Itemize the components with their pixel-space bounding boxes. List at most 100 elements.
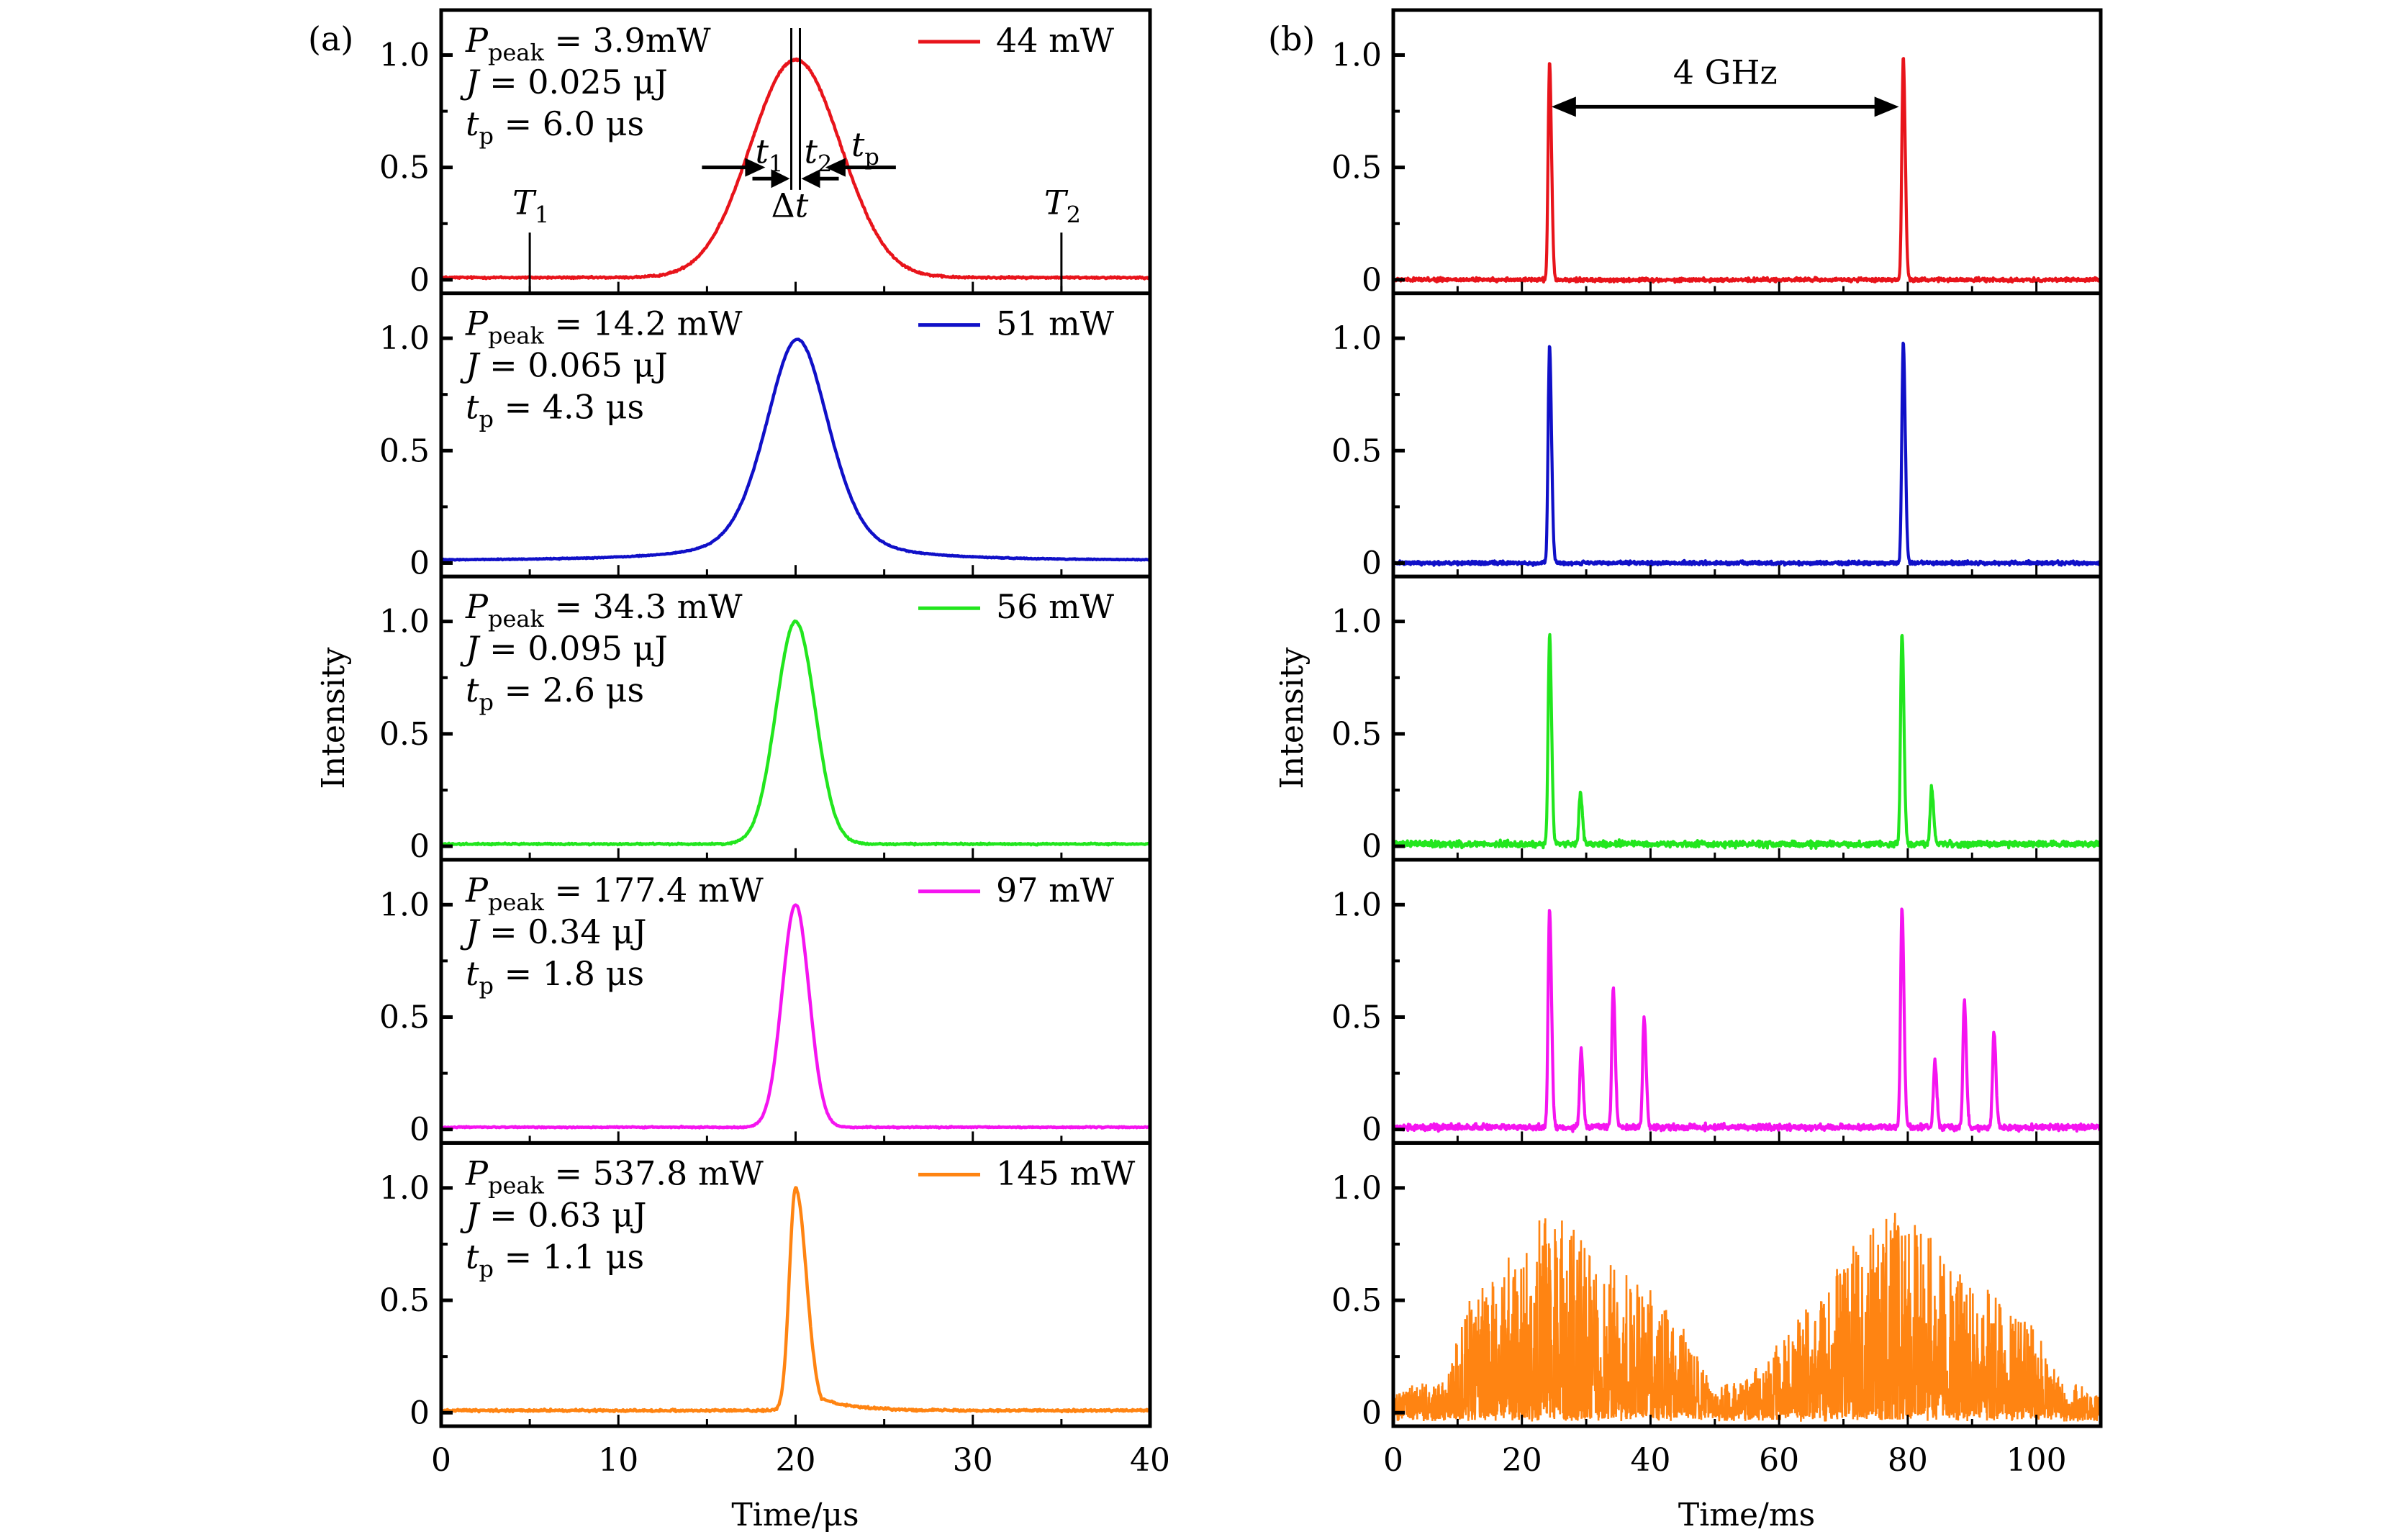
panel-b-xtick-label: 0 <box>1383 1442 1403 1479</box>
panel-b-ytick-label: 0.5 <box>1331 432 1382 469</box>
annotation-peak-power-subscript: peak <box>488 39 545 66</box>
annotation-pulse-energy: J = 0.025 μJ <box>460 63 668 101</box>
panel-b-ytick-label: 0.5 <box>1331 716 1382 753</box>
panel-a-xtick-label: 30 <box>953 1442 993 1479</box>
label-delta-t-symbol: t <box>795 186 809 225</box>
annotation-pulse-width-symbol: t <box>466 671 479 709</box>
annotation-pulse-energy-value: = 0.34 μJ <box>479 912 646 951</box>
pulse-trace <box>440 619 1151 847</box>
panel-b-xtick-label: 20 <box>1502 1442 1542 1479</box>
panel-a-ytick-label: 0.5 <box>379 1282 430 1319</box>
annotation-pulse-energy-symbol: J <box>460 629 481 668</box>
panel-a-ytick-label: 0 <box>409 828 430 865</box>
spectrum-trace <box>1391 907 2103 1133</box>
panel-b-xtick-label: 100 <box>2006 1442 2067 1479</box>
annotation-pulse-width: tp = 6.0 μs <box>466 104 644 150</box>
panel-b-frame <box>1391 1141 2103 1428</box>
panel-a-ytick-label: 0.5 <box>379 150 430 186</box>
panel-a: (a) Intensity Time/μs 0 0.5 1.0 Ppeak = 3.9… <box>308 8 1170 1533</box>
marker-T2-label: T2 <box>1044 183 1081 228</box>
annotation-pulse-width: tp = 2.6 μs <box>466 671 644 716</box>
label-t1: t1 <box>756 132 784 177</box>
annotation-pulse-energy: J = 0.63 μJ <box>460 1195 647 1234</box>
panel-a-xtick-label: 0 <box>431 1442 451 1479</box>
annotation-pulse-width-subscript: p <box>479 972 494 999</box>
panel-b-subplots: 0 0.5 1.0 4 GHz 0 0.5 1.0 0 0.5 1.0 0 0.5 1.0 0 0.5 1.0… <box>1331 8 2103 1479</box>
panel-b-subplot: 0 0.5 1.0 4 GHz <box>1331 8 2103 299</box>
annotation-peak-power-subscript: peak <box>488 605 545 633</box>
label-delta-t: Δt <box>771 186 809 225</box>
annotation-peak-power-subscript: peak <box>488 322 545 350</box>
annotation-pulse-width: tp = 1.8 μs <box>466 954 644 999</box>
marker-subscript: 1 <box>535 201 549 228</box>
label-t1-symbol: t <box>756 132 769 171</box>
panel-b-ytick-label: 0 <box>1362 262 1382 299</box>
panel-b-ytick-label: 1.0 <box>1331 1170 1382 1207</box>
panel-a-xtick-label: 10 <box>598 1442 638 1479</box>
annotation-peak-power: Ppeak = 3.9mW <box>465 21 711 66</box>
panel-b-label: (b) <box>1268 19 1315 58</box>
annotation-peak-power: Ppeak = 177.4 mW <box>465 871 764 916</box>
panel-a-ytick-label: 1.0 <box>379 1170 430 1207</box>
label-tp: tp <box>851 125 879 171</box>
annotation-pulse-width-value: = 4.3 μs <box>494 388 644 427</box>
annotation-peak-power-subscript: peak <box>488 1171 545 1199</box>
pulse-trace <box>440 337 1151 562</box>
annotation-peak-power-subscript: peak <box>488 889 545 916</box>
annotation-pulse-width-value: = 2.6 μs <box>494 671 644 709</box>
annotation-pulse-energy-symbol: J <box>460 346 481 385</box>
panel-a-ytick-label: 0 <box>409 262 430 299</box>
panel-a-xtick-label: 20 <box>776 1442 816 1479</box>
panel-a-ytick-label: 0.5 <box>379 999 430 1035</box>
annotation-pulse-width-value: = 1.8 μs <box>494 954 644 993</box>
panel-b-ytick-label: 0.5 <box>1331 999 1382 1035</box>
annotation-pulse-energy-value: = 0.63 μJ <box>479 1195 646 1234</box>
annotation-pulse-energy-value: = 0.065 μJ <box>479 346 667 385</box>
panel-a-ytick-label: 1.0 <box>379 887 430 923</box>
panel-a-label: (a) <box>308 19 353 58</box>
panel-a-ytick-label: 0 <box>409 1395 430 1431</box>
annotation-pulse-width-value: = 1.1 μs <box>494 1237 644 1276</box>
annotation-peak-power-symbol: P <box>465 304 489 343</box>
panel-b-ytick-label: 0 <box>1362 1395 1382 1431</box>
spacing-arrow-head-left <box>1551 96 1576 117</box>
panel-b-ytick-label: 0 <box>1362 828 1382 865</box>
panel-b-ytick-label: 1.0 <box>1331 37 1382 73</box>
legend-label: 44 mW <box>996 21 1115 60</box>
annotation-pulse-energy-symbol: J <box>460 63 481 101</box>
legend-label: 145 mW <box>996 1153 1136 1192</box>
annotation-pulse-width-subscript: p <box>479 406 494 433</box>
spectrum-trace <box>1391 57 2102 284</box>
annotation-peak-power-symbol: P <box>465 871 489 910</box>
spectrum-trace <box>1391 633 2102 850</box>
arrow-t1-head <box>771 169 790 189</box>
annotation-peak-power: Ppeak = 537.8 mW <box>465 1153 764 1199</box>
panel-b-ytick-label: 0 <box>1362 545 1382 581</box>
label-tp-subscript: p <box>864 143 879 171</box>
marker-T1-label: T1 <box>512 183 549 228</box>
pulse-trace <box>440 903 1151 1130</box>
annotation-pulse-width-symbol: t <box>466 954 479 993</box>
panel-a-ytick-label: 0 <box>409 545 430 581</box>
panel-a-ytick-label: 0 <box>409 1112 430 1148</box>
panel-b-ytick-label: 0.5 <box>1331 1282 1382 1319</box>
spacing-label: 4 GHz <box>1673 53 1778 91</box>
annotation-pulse-width-symbol: t <box>466 104 479 143</box>
panel-a-xlabel: Time/μs <box>731 1497 859 1533</box>
annotation-peak-power-symbol: P <box>465 1153 489 1192</box>
annotation-peak-power-value: = 177.4 mW <box>544 871 764 910</box>
panel-a-ytick-label: 1.0 <box>379 37 430 73</box>
pulse-trace <box>440 1186 1151 1414</box>
arrow-tp-right-head <box>825 158 846 177</box>
annotation-peak-power-value: = 34.3 mW <box>544 587 743 626</box>
annotation-peak-power-value: = 537.8 mW <box>544 1153 764 1192</box>
annotation-pulse-width-symbol: t <box>466 388 479 427</box>
marker-symbol: T <box>1044 183 1069 222</box>
annotation-pulse-width-subscript: p <box>479 689 494 716</box>
annotation-pulse-width-value: = 6.0 μs <box>494 104 644 143</box>
annotation-peak-power: Ppeak = 34.3 mW <box>465 587 743 633</box>
